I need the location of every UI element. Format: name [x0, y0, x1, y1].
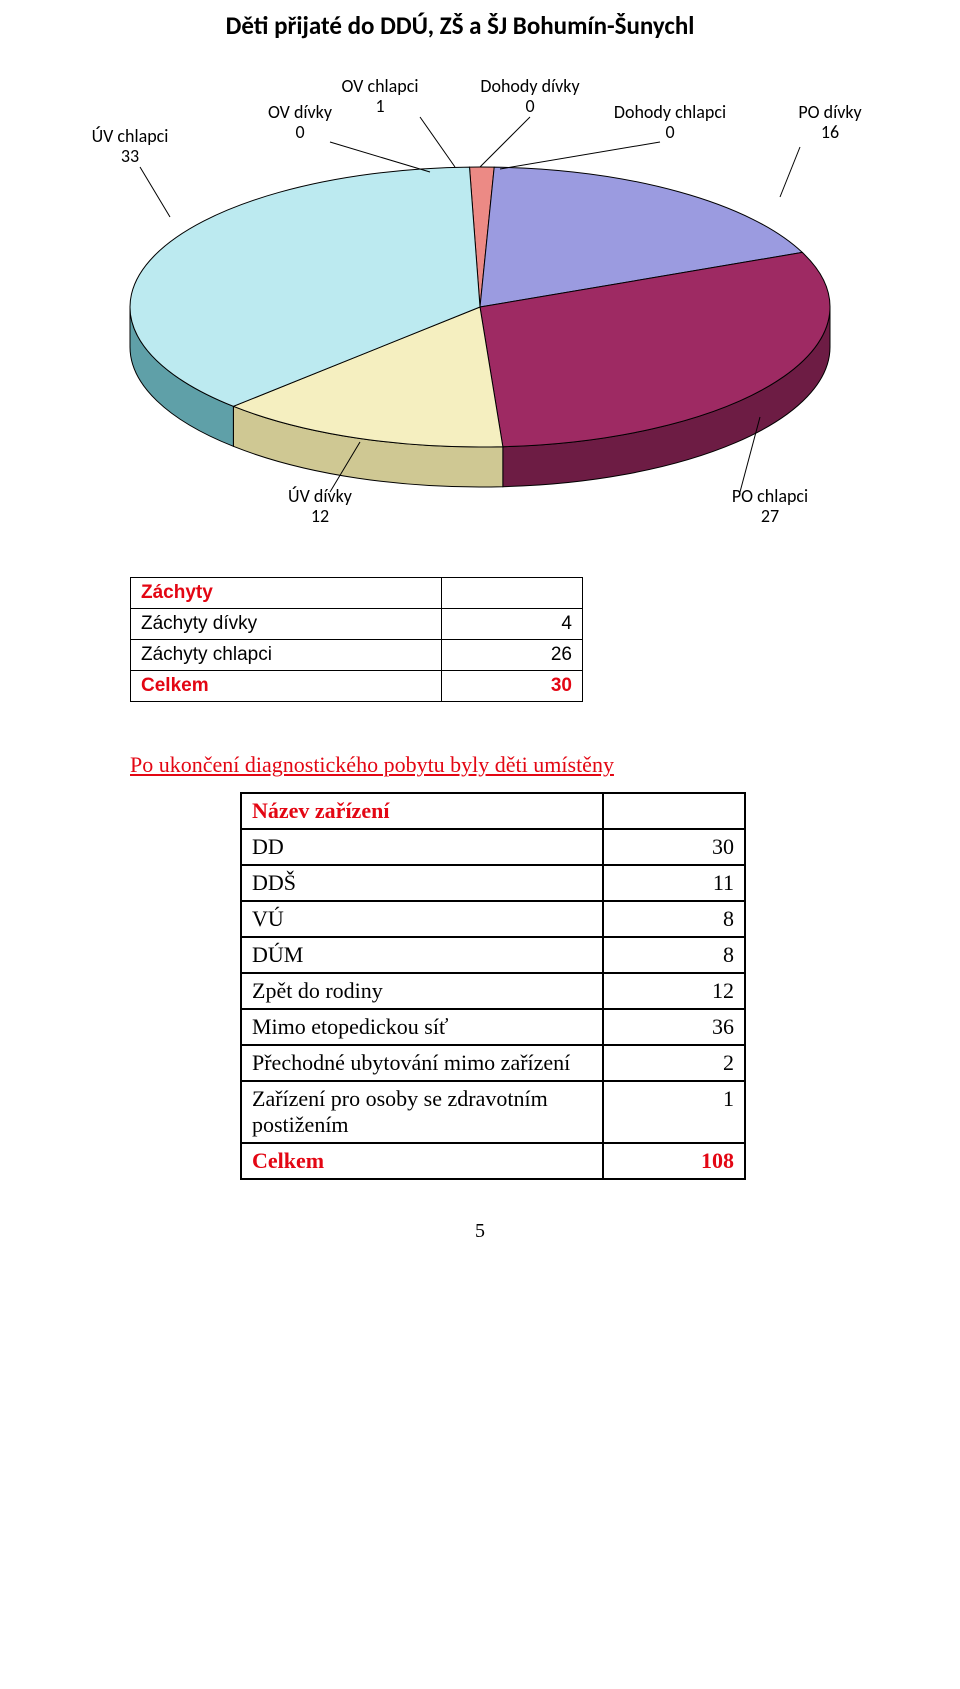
zarizeni-row-value: 12 — [603, 973, 745, 1009]
zarizeni-row-value: 1 — [603, 1081, 745, 1143]
zarizeni-header: Název zařízení — [241, 793, 603, 829]
zarizeni-row-value: 36 — [603, 1009, 745, 1045]
zachyty-row-label: Záchyty dívky — [131, 609, 442, 640]
zarizeni-row-label: DD — [241, 829, 603, 865]
zarizeni-total-value: 108 — [603, 1143, 745, 1179]
zarizeni-row-value: 30 — [603, 829, 745, 865]
zachyty-row-label: Záchyty chlapci — [131, 640, 442, 671]
pie-chart: ÚV chlapci33OV dívky0OV chlapci1Dohody d… — [60, 47, 900, 537]
page-number: 5 — [60, 1220, 900, 1243]
zarizeni-row-value: 2 — [603, 1045, 745, 1081]
chart-label-uv_divky: ÚV dívky12 — [250, 487, 390, 527]
chart-label-ov_chlapci: OV chlapci1 — [310, 77, 450, 117]
zarizeni-row-value: 8 — [603, 937, 745, 973]
chart-label-dohody_chlapci: Dohody chlapci0 — [600, 103, 740, 143]
zarizeni-row-label: Mimo etopedickou síť — [241, 1009, 603, 1045]
zarizeni-table: Název zařízeníDD30DDŠ11VÚ8DÚM8Zpět do ro… — [240, 792, 746, 1180]
zarizeni-row-label: VÚ — [241, 901, 603, 937]
zachyty-row-value: 26 — [442, 640, 583, 671]
zarizeni-row-label: Zařízení pro osoby se zdravotním postiže… — [241, 1081, 603, 1143]
zarizeni-row-label: Přechodné ubytování mimo zařízení — [241, 1045, 603, 1081]
zarizeni-row-value: 11 — [603, 865, 745, 901]
zachyty-total-value: 30 — [442, 671, 583, 702]
zarizeni-row-label: DÚM — [241, 937, 603, 973]
chart-label-uv_chlapci: ÚV chlapci33 — [60, 127, 200, 167]
chart-title: Děti přijaté do DDÚ, ZŠ a ŠJ Bohumín-Šun… — [20, 10, 900, 41]
chart-label-po_chlapci: PO chlapci27 — [700, 487, 840, 527]
section-heading: Po ukončení diagnostického pobytu byly d… — [130, 752, 900, 778]
zarizeni-total-label: Celkem — [241, 1143, 603, 1179]
zachyty-row-value: 4 — [442, 609, 583, 640]
zachyty-table: ZáchytyZáchyty dívky4Záchyty chlapci26Ce… — [130, 577, 583, 702]
zarizeni-row-value: 8 — [603, 901, 745, 937]
zarizeni-row-label: DDŠ — [241, 865, 603, 901]
chart-label-po_divky: PO dívky16 — [760, 103, 900, 143]
zachyty-total-label: Celkem — [131, 671, 442, 702]
chart-label-dohody_divky: Dohody dívky0 — [460, 77, 600, 117]
zarizeni-row-label: Zpět do rodiny — [241, 973, 603, 1009]
zachyty-header: Záchyty — [131, 578, 442, 609]
